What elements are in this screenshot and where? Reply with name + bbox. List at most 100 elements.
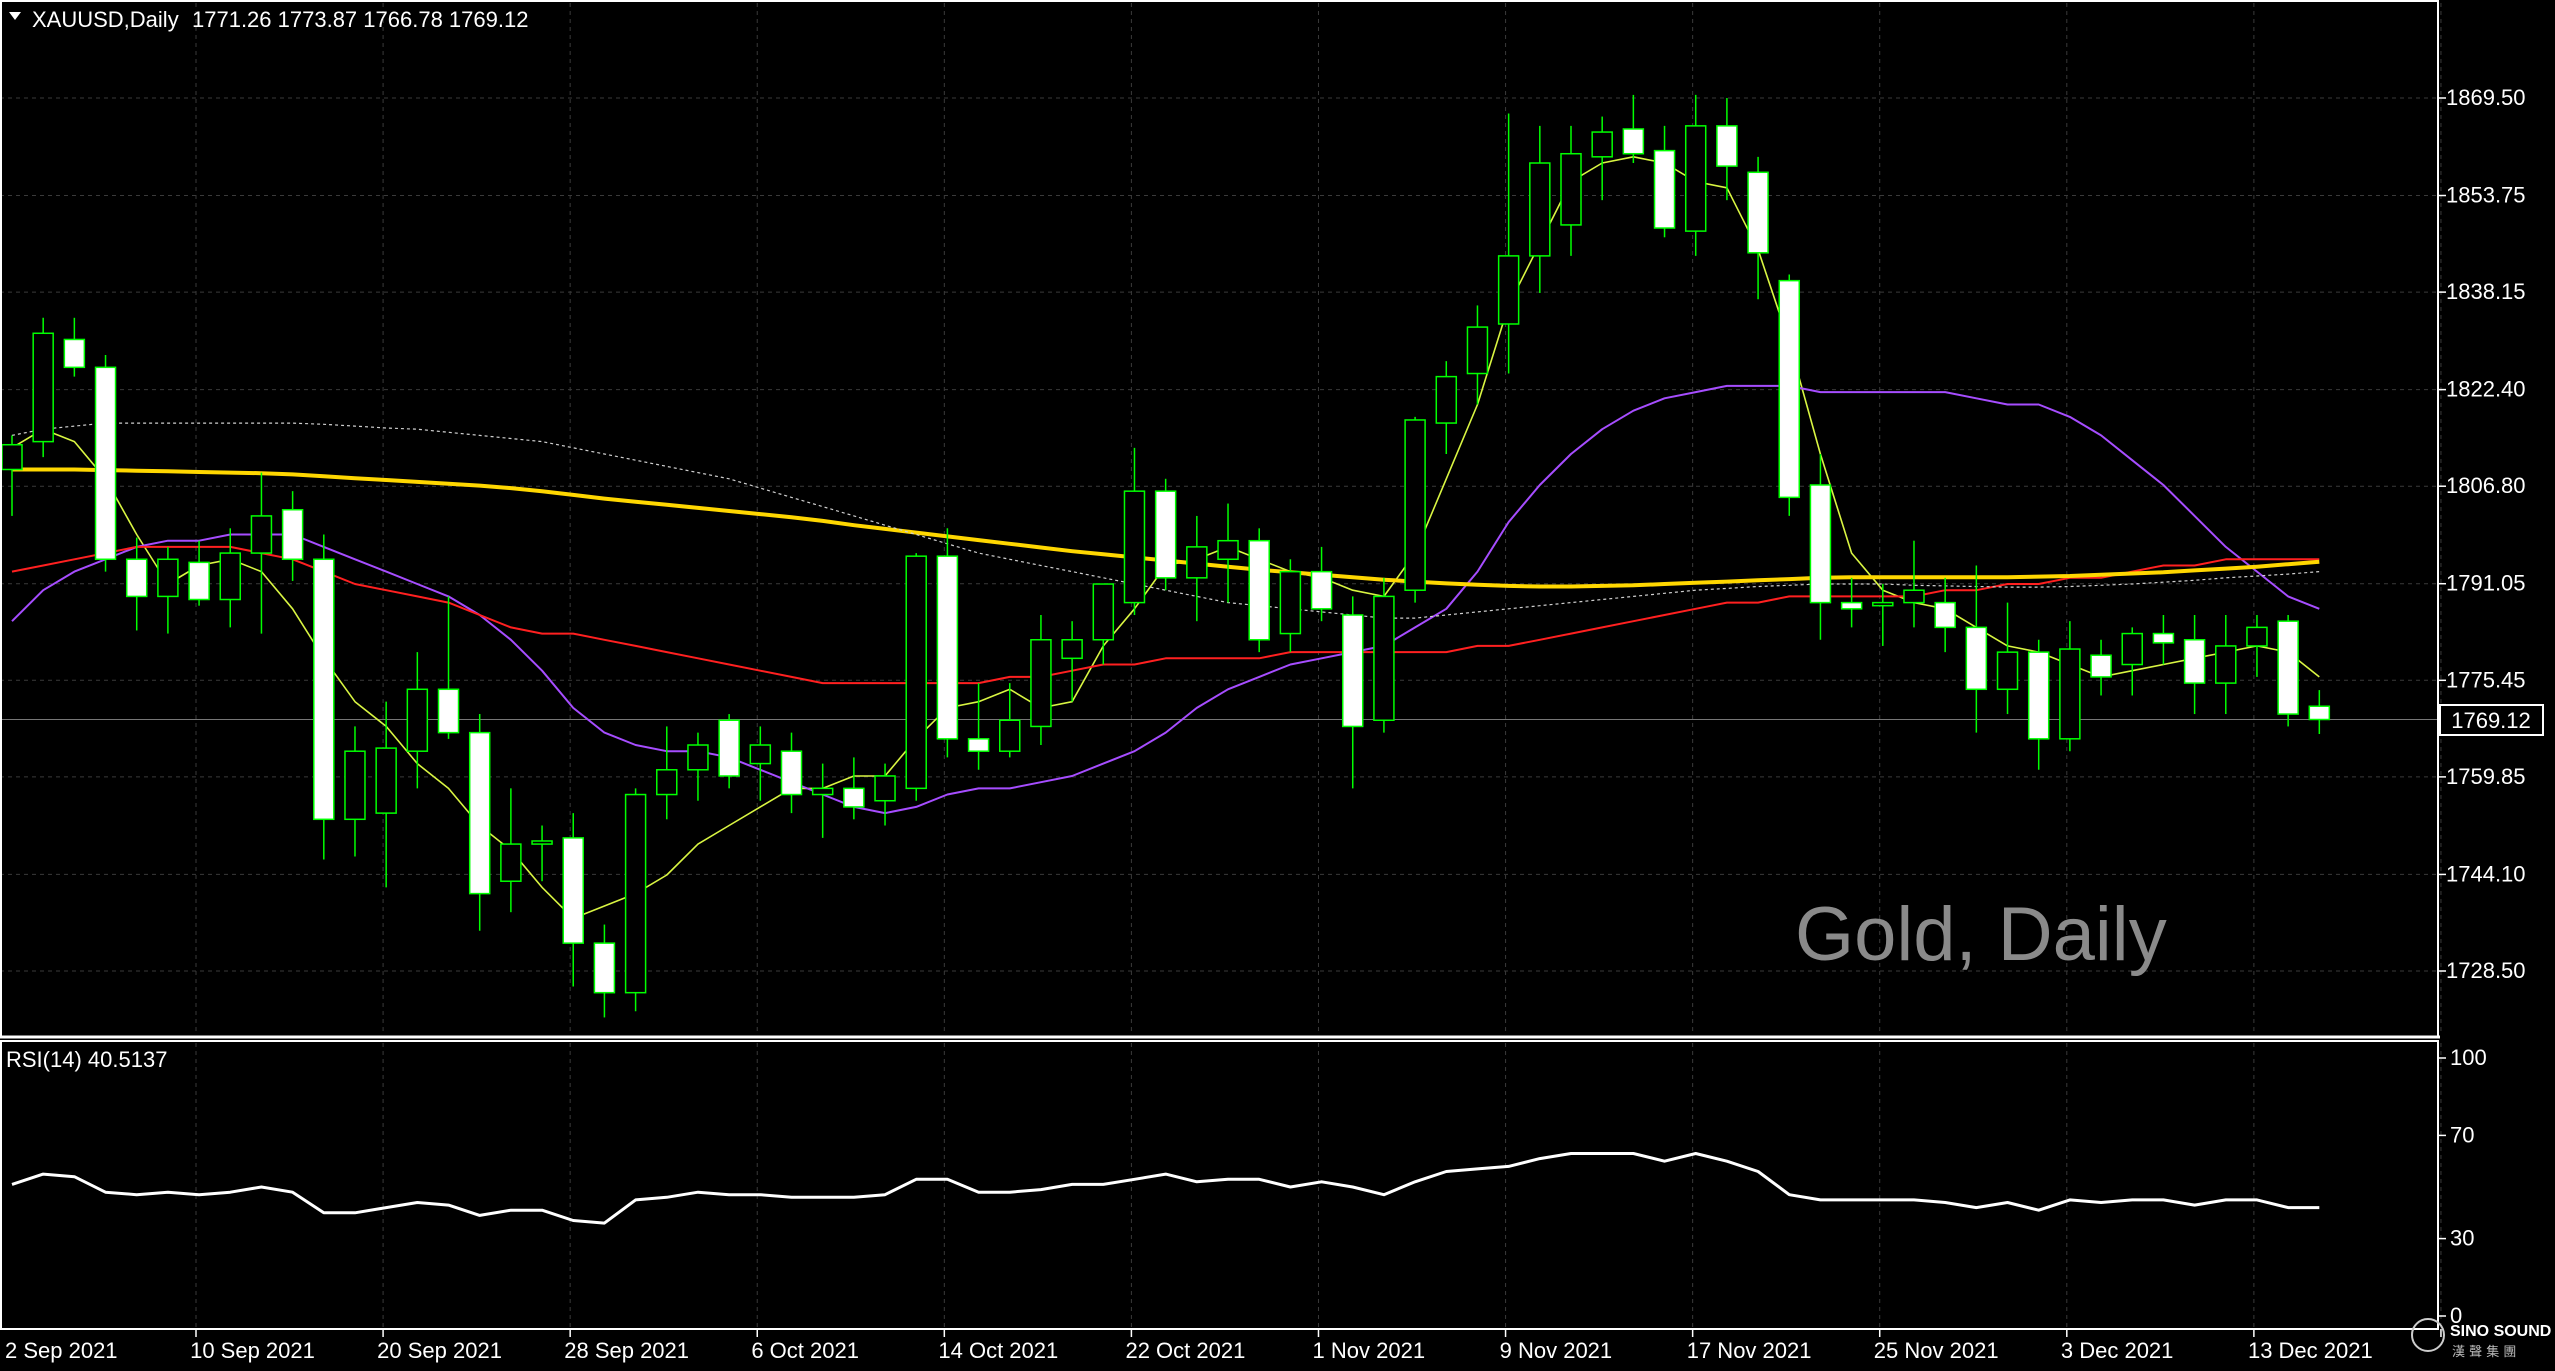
candle	[468, 714, 491, 931]
candle	[531, 825, 553, 882]
candle	[780, 732, 803, 814]
time-axis[interactable]: 2 Sep 2021 10 Sep 2021 20 Sep 2021 28 Sep 2…	[5, 1329, 2442, 1363]
candle	[250, 472, 273, 634]
rsi-tick-label: 100	[2450, 1045, 2487, 1070]
time-tick-label: 28 Sep 2021	[564, 1338, 689, 1363]
time-tick-label: 14 Oct 2021	[938, 1338, 1058, 1363]
candle	[1684, 94, 1707, 256]
candle-body-bear	[2183, 639, 2206, 684]
candle	[1061, 621, 1083, 702]
candle-body-bear	[1310, 570, 1333, 610]
candle	[1778, 274, 1801, 516]
price-tick-label: 1853.75	[2446, 183, 2526, 208]
candle-body-bull	[1529, 162, 1551, 257]
time-tick-label: 22 Oct 2021	[1125, 1338, 1245, 1363]
candle	[1809, 454, 1832, 640]
candle-body-bear	[2027, 651, 2050, 740]
candle	[1934, 577, 1956, 653]
candle-body-bull	[1373, 595, 1395, 721]
candle	[811, 763, 834, 838]
rsi-panel	[11, 1152, 2320, 1225]
candle	[1529, 125, 1551, 294]
candle-body-bear	[780, 750, 803, 796]
candle-body-bull	[656, 769, 678, 796]
candle-body-bull	[500, 843, 522, 882]
candle	[1435, 361, 1458, 455]
candle	[2308, 690, 2331, 734]
candle	[32, 317, 54, 458]
candle	[2059, 621, 2081, 752]
candle-body-bear	[936, 555, 959, 740]
candle-body-bear	[593, 942, 616, 994]
candle	[562, 813, 584, 987]
candle	[2152, 614, 2175, 665]
time-tick-label: 1 Nov 2021	[1313, 1338, 1426, 1363]
candle-body-bull	[1497, 255, 1520, 325]
price-tick-label: 1791.05	[2446, 571, 2526, 596]
price-tick-label: 1822.40	[2446, 377, 2526, 402]
candles	[1, 94, 2331, 1018]
candle-body-bear	[63, 338, 86, 369]
price-tick-label: 1869.50	[2446, 85, 2526, 110]
time-tick-label: 13 Dec 2021	[2248, 1338, 2373, 1363]
ohlc-values: 1771.26 1773.87 1766.78 1769.12	[192, 7, 528, 32]
candle	[843, 757, 865, 820]
candle-body-bull	[1186, 546, 1208, 579]
candle-body-bear	[1840, 601, 1863, 610]
candle	[687, 732, 709, 801]
candle-body-bear	[125, 558, 148, 598]
time-tick-label: 9 Nov 2021	[1500, 1338, 1613, 1363]
candle	[1123, 447, 1146, 615]
time-tick-label: 20 Sep 2021	[377, 1338, 502, 1363]
time-tick-label: 25 Nov 2021	[1874, 1338, 1999, 1363]
time-tick-label: 2 Sep 2021	[5, 1338, 118, 1363]
candle-body-bear	[1622, 128, 1645, 155]
candle	[188, 540, 210, 606]
candle-body-bear	[967, 738, 990, 752]
candle-body-bull	[1217, 539, 1239, 561]
candle-body-bear	[1965, 626, 1988, 691]
rsi-line	[11, 1152, 2320, 1225]
candle-body-bear	[188, 561, 210, 601]
price-axis[interactable]: 1869.50 1853.75 1838.15 1822.40 1806.80 1791.…	[2438, 85, 2526, 1328]
time-tick-label: 3 Dec 2021	[2061, 1338, 2174, 1363]
candle-body-bull	[999, 719, 1021, 752]
candle	[905, 553, 927, 801]
candle	[1341, 596, 1364, 789]
candle	[406, 652, 429, 789]
candle	[1653, 125, 1676, 238]
candle	[593, 924, 616, 1018]
chart-grid	[0, 3, 2442, 1327]
candle	[1747, 156, 1769, 300]
candle	[1030, 614, 1052, 746]
candle-body-bull	[2121, 632, 2143, 666]
candle-body-bear	[1154, 490, 1177, 579]
candle-body-bull	[531, 840, 553, 845]
candle-body-bear	[2090, 654, 2112, 678]
candle	[500, 788, 522, 913]
price-tick-label: 1728.50	[2446, 958, 2526, 983]
candle	[157, 546, 179, 634]
candle-body-bull	[157, 558, 179, 598]
candle	[624, 788, 647, 1012]
candle-body-bear	[843, 787, 865, 808]
candle	[63, 317, 86, 377]
candle	[313, 534, 335, 860]
candle-body-bull	[1996, 651, 2019, 691]
candle-body-bull	[1435, 375, 1458, 424]
candle	[94, 354, 117, 572]
candle-body-bull	[1684, 125, 1707, 232]
price-tick-label: 1744.10	[2446, 861, 2526, 886]
logo-subtext: 漢 聲 集 團	[2452, 1344, 2516, 1360]
candle-body-bull	[811, 787, 834, 796]
candle	[1965, 565, 1988, 733]
rsi-panel-border	[0, 1040, 2439, 1330]
candle	[874, 763, 896, 826]
collapse-triangle-icon[interactable]	[9, 12, 21, 20]
price-tick-label: 1775.45	[2446, 667, 2526, 692]
candle	[1154, 478, 1177, 591]
candle-body-bull	[1061, 639, 1083, 660]
candle	[656, 726, 678, 820]
candle	[2027, 639, 2050, 770]
